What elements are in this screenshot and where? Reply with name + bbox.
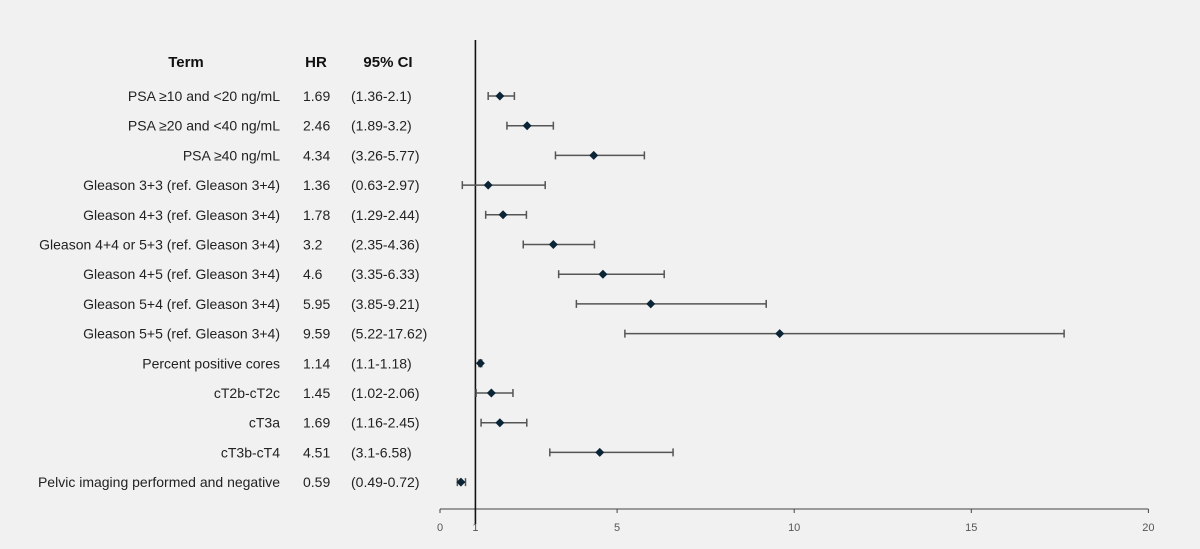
hr-point-marker bbox=[483, 180, 493, 190]
row-ci-value: (3.85-9.21) bbox=[351, 296, 419, 312]
x-tick-label: 5 bbox=[614, 522, 620, 534]
row-term-label: PSA ≥40 ng/mL bbox=[183, 147, 280, 163]
row-hr-value: 1.69 bbox=[303, 88, 330, 104]
row-term-label: cT2b-cT2c bbox=[214, 385, 280, 401]
row-ci-value: (3.26-5.77) bbox=[351, 147, 419, 163]
row-term-label: PSA ≥10 and <20 ng/mL bbox=[128, 88, 280, 104]
row-term-label: Pelvic imaging performed and negative bbox=[38, 474, 280, 490]
row-term-label: cT3a bbox=[249, 415, 280, 431]
row-ci-value: (0.63-2.97) bbox=[351, 177, 419, 193]
row-ci-value: (3.1-6.58) bbox=[351, 444, 412, 460]
row-term-label: cT3b-cT4 bbox=[221, 444, 280, 460]
row-hr-value: 5.95 bbox=[303, 296, 330, 312]
row-ci-value: (1.36-2.1) bbox=[351, 88, 412, 104]
rows-layer: PSA ≥10 and <20 ng/mL 1.69 (1.36-2.1) PSA ≥… bbox=[38, 88, 427, 490]
hr-point-marker bbox=[495, 91, 505, 101]
row-hr-value: 9.59 bbox=[303, 326, 330, 342]
x-tick-label: 1 bbox=[472, 522, 478, 534]
row-term-label: Gleason 4+4 or 5+3 (ref. Gleason 3+4) bbox=[39, 237, 280, 253]
hr-point-marker bbox=[456, 477, 466, 487]
row-hr-value: 4.34 bbox=[303, 147, 330, 163]
row-ci-value: (1.29-2.44) bbox=[351, 207, 419, 223]
row-ci-value: (5.22-17.62) bbox=[351, 326, 427, 342]
row-term-label: Gleason 3+3 (ref. Gleason 3+4) bbox=[83, 177, 280, 193]
x-axis: 0 1 5 10 15 20 bbox=[437, 508, 1155, 534]
row-hr-value: 1.14 bbox=[303, 355, 330, 371]
row-ci-value: (1.1-1.18) bbox=[351, 355, 412, 371]
row-hr-value: 1.45 bbox=[303, 385, 330, 401]
row-hr-value: 3.2 bbox=[303, 237, 323, 253]
header-term: Term bbox=[168, 54, 204, 71]
hr-point-marker bbox=[595, 447, 605, 457]
row-hr-value: 4.51 bbox=[303, 444, 330, 460]
hr-point-marker bbox=[522, 121, 532, 131]
row-ci-value: (1.89-3.2) bbox=[351, 118, 412, 134]
hr-point-marker bbox=[598, 269, 608, 279]
row-ci-value: (1.16-2.45) bbox=[351, 415, 419, 431]
row-term-label: Gleason 4+3 (ref. Gleason 3+4) bbox=[83, 207, 280, 223]
hr-point-marker bbox=[498, 210, 508, 220]
row-term-label: Gleason 5+5 (ref. Gleason 3+4) bbox=[83, 326, 280, 342]
row-ci-value: (3.35-6.33) bbox=[351, 266, 419, 282]
hr-point-marker bbox=[475, 358, 485, 368]
row-hr-value: 1.36 bbox=[303, 177, 330, 193]
row-ci-value: (1.02-2.06) bbox=[351, 385, 419, 401]
row-hr-value: 0.59 bbox=[303, 474, 330, 490]
x-tick-label: 0 bbox=[437, 522, 443, 534]
row-term-label: Gleason 4+5 (ref. Gleason 3+4) bbox=[83, 266, 280, 282]
row-hr-value: 2.46 bbox=[303, 118, 330, 134]
row-hr-value: 1.69 bbox=[303, 415, 330, 431]
x-tick-label: 20 bbox=[1142, 522, 1154, 534]
row-term-label: PSA ≥20 and <40 ng/mL bbox=[128, 118, 280, 134]
hr-point-marker bbox=[775, 329, 785, 339]
row-term-label: Gleason 5+4 (ref. Gleason 3+4) bbox=[83, 296, 280, 312]
header-ci: 95% CI bbox=[363, 54, 412, 71]
hr-point-marker bbox=[548, 240, 558, 249]
row-ci-value: (2.35-4.36) bbox=[351, 237, 419, 253]
hr-point-marker bbox=[646, 299, 656, 309]
row-hr-value: 4.6 bbox=[303, 266, 323, 282]
x-tick-label: 15 bbox=[965, 522, 977, 534]
hr-point-marker bbox=[495, 418, 505, 428]
row-hr-value: 1.78 bbox=[303, 207, 330, 223]
header-hr: HR bbox=[305, 54, 327, 71]
marks-layer bbox=[456, 40, 1065, 524]
hr-point-marker bbox=[589, 150, 599, 160]
x-tick-label: 10 bbox=[788, 522, 800, 534]
hr-point-marker bbox=[486, 388, 496, 398]
row-term-label: Percent positive cores bbox=[142, 355, 280, 371]
row-ci-value: (0.49-0.72) bbox=[351, 474, 419, 490]
